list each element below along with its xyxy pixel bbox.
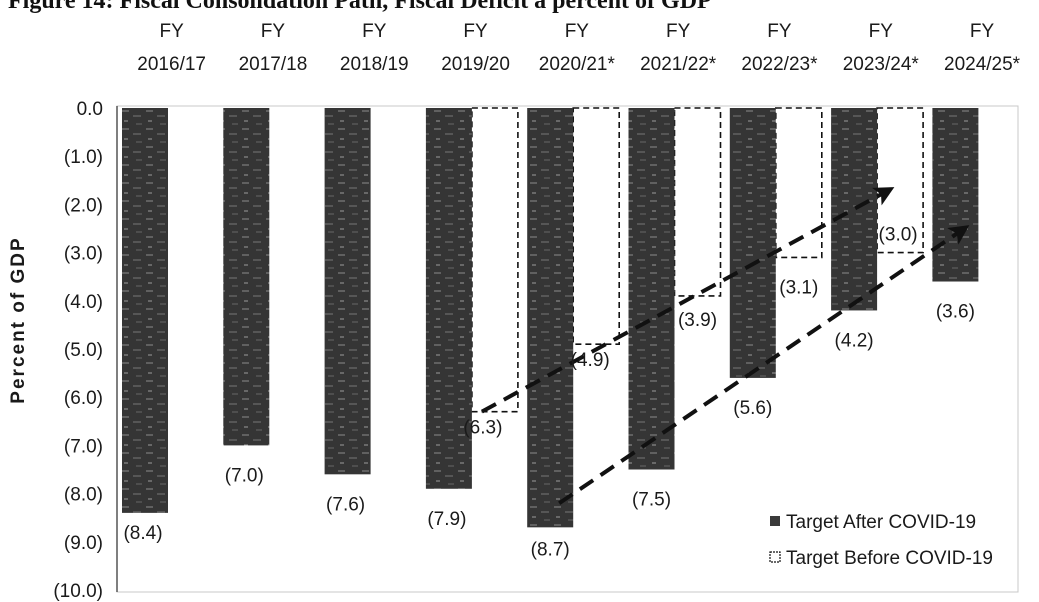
data-label-after: (7.5) <box>632 490 671 511</box>
bar-after-covid <box>831 108 878 311</box>
x-category-label-line1: FY <box>869 21 894 42</box>
bar-after-covid <box>122 108 168 513</box>
bar-after-covid <box>729 108 776 378</box>
bar-before-covid <box>774 107 823 259</box>
data-label-after: (3.6) <box>936 302 975 323</box>
data-label-after: (5.6) <box>733 398 772 419</box>
bar-after-covid <box>932 108 979 282</box>
data-label-before: (6.3) <box>463 418 502 439</box>
y-tick-label: (6.0) <box>64 388 103 409</box>
legend-swatch-after <box>770 516 780 526</box>
trend-arrow <box>558 225 970 505</box>
x-category-label-line1: FY <box>261 21 286 42</box>
y-tick-label: (5.0) <box>64 340 103 361</box>
x-category-label-line1: FY <box>666 21 691 42</box>
bar-before-covid <box>572 107 621 345</box>
trend-arrow <box>480 187 895 414</box>
x-category-label-line1: FY <box>970 21 995 42</box>
x-category-label-line2: 2023/24* <box>843 54 920 75</box>
x-category-label-line1: FY <box>463 21 488 42</box>
legend-swatch-before <box>769 551 781 563</box>
legend-label-before: Target Before COVID-19 <box>786 548 993 569</box>
y-tick-label: (10.0) <box>53 581 103 602</box>
bar-after-covid <box>223 108 270 446</box>
x-category-label-line2: 2024/25* <box>944 54 1021 75</box>
data-label-after: (8.4) <box>123 523 162 544</box>
x-category-label-line1: FY <box>362 21 387 42</box>
bar-before-covid <box>673 107 722 297</box>
data-label-before: (4.9) <box>571 350 610 371</box>
x-category-label-line1: FY <box>160 21 185 42</box>
bar-after-covid <box>628 108 675 470</box>
y-tick-label: (9.0) <box>64 533 103 554</box>
x-category-label-line2: 2017/18 <box>239 54 308 75</box>
legend-label-after: Target After COVID-19 <box>786 512 976 533</box>
data-label-after: (7.6) <box>326 494 365 515</box>
y-axis-title: Percent of GDP <box>8 236 29 403</box>
page-title: Figure 14: Fiscal Consolidation Path, Fi… <box>8 0 712 14</box>
x-category-label-line2: 2022/23* <box>741 54 818 75</box>
y-tick-label: (4.0) <box>64 292 103 313</box>
bar-before-covid <box>471 107 519 413</box>
y-tick-label: (2.0) <box>64 195 103 216</box>
x-category-label-line2: 2018/19 <box>340 54 409 75</box>
x-category-label-line2: 2021/22* <box>640 54 717 75</box>
data-label-before: (3.9) <box>678 310 717 331</box>
bar-before-covid <box>876 107 924 254</box>
data-label-before: (3.1) <box>779 277 818 298</box>
x-category-label-line2: 2019/20 <box>441 54 510 75</box>
bar-after-covid <box>425 108 472 489</box>
data-label-before: (3.0) <box>879 225 918 246</box>
y-tick-label: (1.0) <box>64 147 103 168</box>
data-label-after: (4.2) <box>835 330 874 351</box>
data-label-after: (8.7) <box>531 539 570 560</box>
bar-after-covid <box>324 108 371 475</box>
data-label-after: (7.0) <box>225 465 264 486</box>
x-category-label-line2: 2020/21* <box>539 54 616 75</box>
x-category-label-line2: 2016/17 <box>137 54 206 75</box>
data-label-after: (7.9) <box>427 509 466 530</box>
bar-after-covid <box>527 108 574 528</box>
x-category-label-line1: FY <box>767 21 792 42</box>
y-tick-label: (7.0) <box>64 436 103 457</box>
y-tick-label: 0.0 <box>77 99 103 120</box>
y-tick-label: (8.0) <box>64 485 103 506</box>
y-tick-label: (3.0) <box>64 244 103 265</box>
x-category-label-line1: FY <box>565 21 590 42</box>
